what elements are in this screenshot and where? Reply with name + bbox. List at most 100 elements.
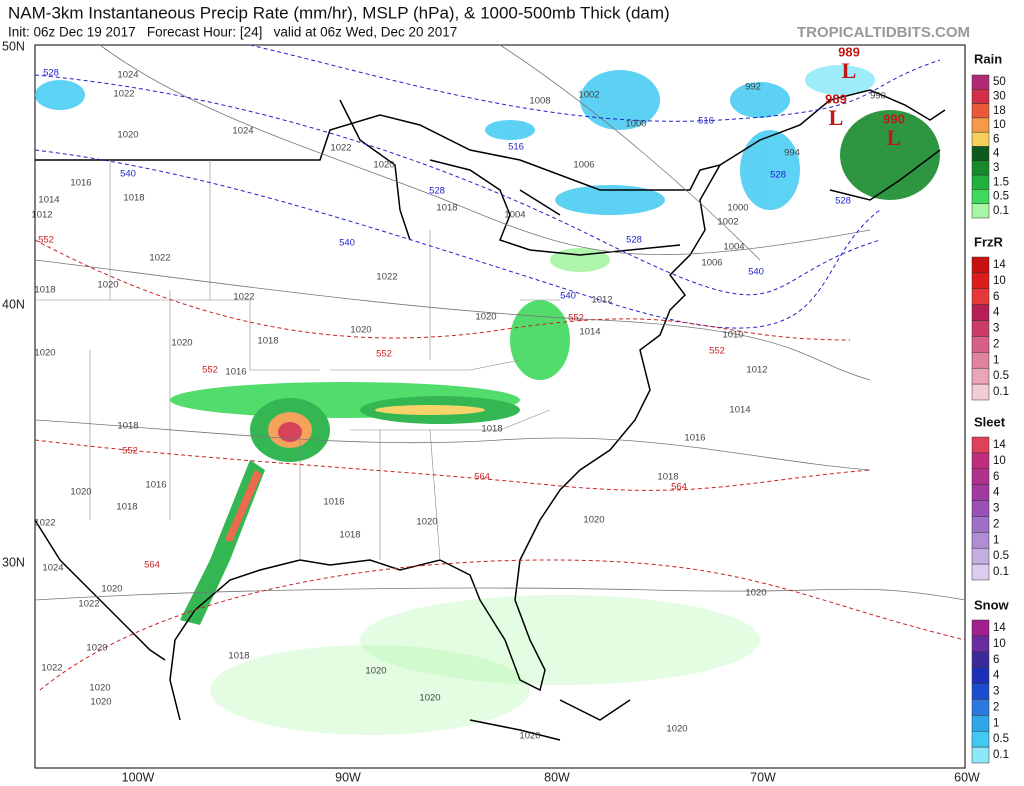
- legend-swatch: [971, 651, 990, 668]
- thickness-label: 516: [508, 142, 524, 153]
- isobar-label: 1020: [171, 338, 192, 349]
- isobar-label: 1018: [123, 193, 144, 204]
- thickness-label: 540: [120, 169, 136, 180]
- low-pressure: 990: [883, 111, 905, 126]
- legend-label: 14: [993, 622, 1006, 634]
- legend-label: 2: [993, 338, 999, 350]
- isobar-label: 1020: [745, 588, 766, 599]
- legend-swatch: [971, 635, 990, 653]
- legend-swatch: [971, 563, 990, 581]
- thickness-label: 516: [698, 116, 714, 127]
- isobar-label: 1020: [90, 697, 111, 708]
- legend-label: 0.5: [993, 370, 1009, 382]
- isobar-label: 1022: [330, 143, 351, 154]
- isobar-label: 1004: [504, 210, 525, 221]
- legend-label: 0.1: [993, 386, 1009, 398]
- lon-label: 70W: [750, 770, 776, 784]
- isobar-label: 1018: [117, 421, 138, 432]
- legend-swatch: [971, 619, 990, 637]
- isobar-label: 1020: [583, 515, 604, 526]
- isobar-label: 1018: [34, 285, 55, 296]
- legend-swatch: [971, 203, 990, 219]
- legend-swatch: [971, 89, 990, 104]
- isobar-label: 1022: [41, 663, 62, 674]
- legend-swatch: [971, 436, 990, 454]
- legend-label: 2: [993, 701, 999, 713]
- isobar-label: 1022: [34, 518, 55, 529]
- low-symbol: L: [829, 105, 844, 130]
- legend-label: 14: [993, 439, 1006, 451]
- isobar-label: 1024: [117, 70, 138, 81]
- legend-label: 0.1: [993, 566, 1009, 578]
- isobar-label: 1024: [42, 563, 63, 574]
- map-title: NAM-3km Instantaneous Precip Rate (mm/hr…: [8, 3, 670, 22]
- isobar-label: 1018: [436, 203, 457, 214]
- isobar-label: 1022: [233, 292, 254, 303]
- legend-swatch: [971, 500, 990, 517]
- thickness-label: 528: [770, 170, 786, 181]
- legend-swatch: [971, 74, 990, 90]
- legend-label: 6: [993, 471, 999, 483]
- legend-swatch: [971, 383, 990, 401]
- isobar-label: 1014: [579, 327, 600, 338]
- legend-swatch: [971, 532, 990, 549]
- lon-label: 60W: [954, 770, 980, 784]
- legend-label: 0.1: [993, 205, 1009, 217]
- lat-label: 40N: [2, 297, 25, 311]
- legend-swatch: [971, 288, 990, 305]
- thickness-label: 564: [474, 472, 490, 483]
- legend-swatch: [971, 117, 990, 133]
- low-symbol: L: [887, 125, 902, 150]
- legend-swatch: [971, 667, 990, 684]
- isobar-label: 1020: [350, 325, 371, 336]
- low-pressure: 989: [825, 91, 847, 106]
- legend-label: 0.1: [993, 749, 1009, 761]
- isobar-label: 1018: [257, 336, 278, 347]
- lat-label: 50N: [2, 39, 25, 53]
- credit: TROPICALTIDBITS.COM: [797, 24, 970, 41]
- isobar-label: 1008: [529, 96, 550, 107]
- isobar-label: 1000: [625, 119, 646, 130]
- thickness-label: 552: [202, 365, 218, 376]
- legend-swatch: [971, 468, 990, 485]
- thickness-label: 564: [671, 482, 687, 493]
- isobar-label: 1016: [70, 178, 91, 189]
- legend-title: Snow: [974, 597, 1010, 612]
- isobar-label: 1018: [116, 502, 137, 513]
- map-area: [34, 44, 966, 769]
- thickness-label: 540: [748, 267, 764, 278]
- isobar-label: 1020: [70, 487, 91, 498]
- legend-label: 2: [993, 518, 999, 530]
- thickness-label: 528: [43, 68, 59, 79]
- isobar-label: 1012: [591, 295, 612, 306]
- isobar-label: 1016: [225, 367, 246, 378]
- legend-label: 4: [993, 670, 1000, 682]
- legend-swatch: [971, 547, 990, 565]
- legend-swatch: [971, 352, 990, 369]
- isobar-label: 994: [784, 148, 800, 159]
- thickness-label: 540: [339, 238, 355, 249]
- isobar-label: 1020: [373, 160, 394, 171]
- isobar-label: 1002: [717, 217, 738, 228]
- isobar-label: 1020: [475, 312, 496, 323]
- legend-swatch: [971, 256, 990, 274]
- isobar-label: 1022: [78, 599, 99, 610]
- isobar-label: 1020: [365, 666, 386, 677]
- isobar-label: 1002: [578, 90, 599, 101]
- isobar-label: 1006: [701, 258, 722, 269]
- low-symbol: L: [842, 58, 857, 83]
- legend-swatch: [971, 160, 990, 176]
- legend-label: 14: [993, 259, 1006, 271]
- lon-label: 80W: [544, 770, 570, 784]
- legend-title: Sleet: [974, 414, 1006, 429]
- legend-label: 3: [993, 503, 999, 515]
- isobar-label: 1006: [573, 160, 594, 171]
- isobar-label: 1020: [101, 584, 122, 595]
- lon-label: 90W: [335, 770, 361, 784]
- legend-swatch: [971, 452, 990, 470]
- thickness-label: 528: [626, 235, 642, 246]
- map-subtitle: Init: 06z Dec 19 2017 Forecast Hour: [24…: [8, 25, 457, 40]
- thickness-label: 552: [38, 235, 54, 246]
- legend-label: 4: [993, 307, 1000, 319]
